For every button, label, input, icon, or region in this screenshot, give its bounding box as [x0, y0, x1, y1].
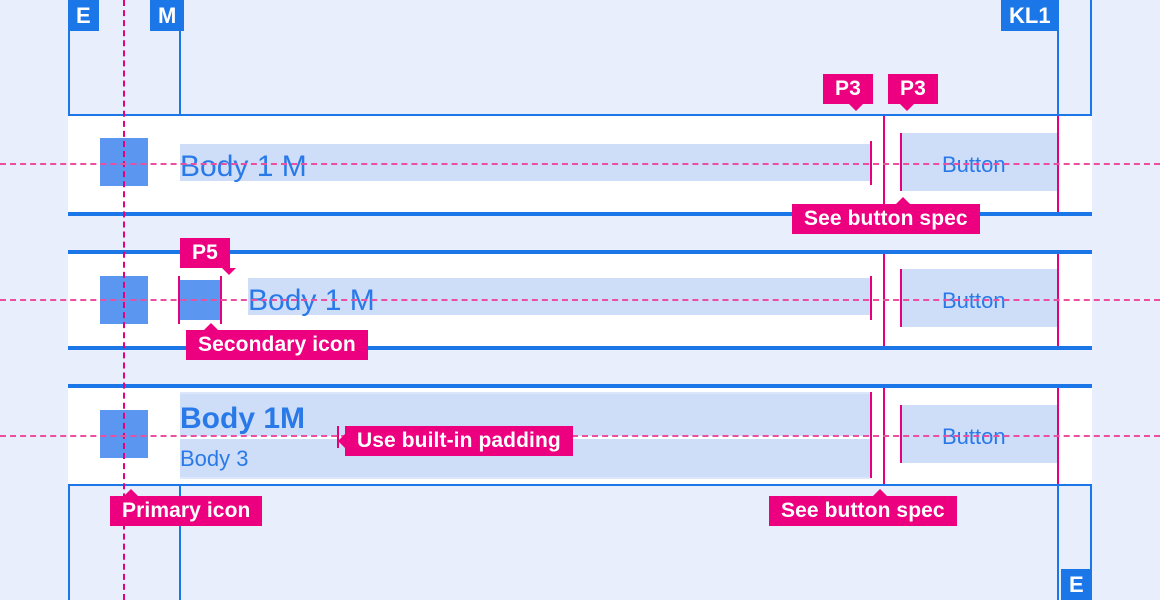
- measure-line-text-end: [870, 276, 872, 320]
- badge-e-bottom: E: [1061, 569, 1092, 600]
- band-hairline-bottom: [180, 477, 870, 479]
- annotation-p3-right: P3: [888, 74, 938, 111]
- row-primary-text: Body 1 M: [180, 150, 307, 183]
- chip-tail-down-icon: [900, 104, 914, 111]
- chip-tail-down-icon: [222, 268, 236, 275]
- annotation-label: P3: [835, 77, 861, 100]
- chip-tail-down-icon: [849, 104, 863, 111]
- list-row-1[interactable]: Body 1 M Button: [68, 114, 1092, 214]
- guide-hdash-row1-center: [0, 163, 1160, 165]
- measure-line-button-start: [900, 405, 902, 463]
- chip-tail-up-icon: [896, 197, 910, 204]
- button-measure-band: [900, 133, 1058, 191]
- text-measure-band: [180, 144, 870, 181]
- button-measure-band: [900, 269, 1058, 327]
- annotation-label: See button spec: [781, 499, 945, 522]
- row-primary-text: Body 1 M: [248, 284, 375, 317]
- chip-tail-up-icon: [873, 489, 887, 496]
- guide-hdash-row3-center: [0, 435, 1160, 437]
- annotation-label: See button spec: [804, 207, 968, 230]
- annotation-p3-left: P3: [823, 74, 873, 111]
- badge-kl1: KL1: [1001, 0, 1059, 31]
- guide-hdash-row2-center: [0, 299, 1160, 301]
- band-hairline-top: [180, 392, 870, 394]
- row-button-label[interactable]: Button: [942, 288, 1006, 313]
- annotation-label: P3: [900, 77, 926, 100]
- measure-line-button-start: [900, 133, 902, 191]
- annotation-see-button-spec-1: See button spec: [792, 197, 980, 234]
- button-measure-band: [900, 405, 1058, 463]
- badge-m-top: M: [150, 0, 185, 31]
- chip-tail-up-icon: [204, 323, 218, 330]
- annotation-label: P5: [192, 241, 218, 264]
- text-measure-band: [248, 278, 870, 315]
- row-secondary-text: Body 3: [180, 446, 249, 471]
- chip-tail-left-icon: [338, 434, 345, 448]
- annotation-label: Use built-in padding: [357, 429, 561, 452]
- annotation-label: Secondary icon: [198, 333, 356, 356]
- annotation-see-button-spec-2: See button spec: [769, 489, 957, 526]
- annotation-primary-icon: Primary icon: [110, 489, 263, 526]
- badge-e-top: E: [68, 0, 99, 31]
- row-gap-1: [68, 214, 1092, 252]
- annotation-secondary-icon: Secondary icon: [186, 323, 368, 360]
- measure-line-button-start: [900, 269, 902, 327]
- chip-tail-up-icon: [124, 489, 138, 496]
- annotation-use-builtin-padding: Use built-in padding: [338, 426, 573, 456]
- row-primary-text: Body 1M: [180, 402, 306, 435]
- row-button-label[interactable]: Button: [942, 152, 1006, 177]
- row-button-label[interactable]: Button: [942, 424, 1006, 449]
- annotation-label: Primary icon: [122, 499, 251, 522]
- annotation-p5: P5: [180, 238, 236, 275]
